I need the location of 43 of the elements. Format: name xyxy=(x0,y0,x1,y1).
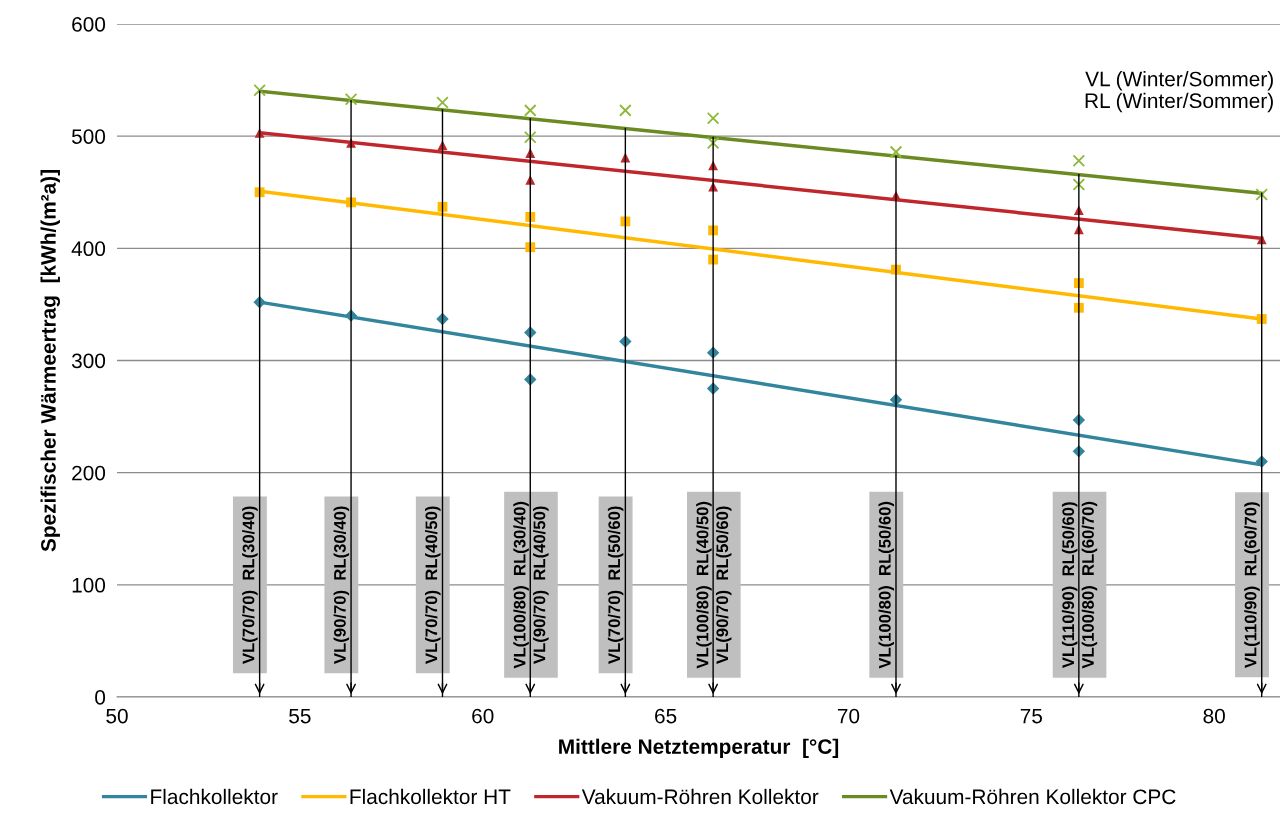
ref-line-label: VL(100/80) RL(30/40) VL(90/70) RL(40/50) xyxy=(513,501,549,669)
x-axis-title: Mittlere Netztemperatur [°C] xyxy=(559,738,839,759)
point xyxy=(1256,314,1267,324)
point xyxy=(889,145,903,159)
x-tick-label: 60 xyxy=(472,708,494,724)
point xyxy=(1072,154,1086,168)
point xyxy=(436,96,449,109)
y-tick-label: 500 xyxy=(71,129,106,144)
x-tick-label: 55 xyxy=(289,708,311,724)
point xyxy=(619,104,632,117)
x-tick-label: 80 xyxy=(1203,708,1225,724)
ref-line-label: VL(70/70) RL(30/40) xyxy=(242,506,258,664)
x-tick-label: 75 xyxy=(1020,708,1043,724)
ref-line-label: VL(100/80) RL(50/60) xyxy=(878,501,895,669)
y-tick-label: 0 xyxy=(95,690,106,705)
y-tick-label: 200 xyxy=(72,465,106,481)
legend-label: Flachkollektor HT xyxy=(350,788,511,805)
x-tick-label: 70 xyxy=(837,708,860,724)
point xyxy=(523,104,537,117)
annotation: VL (Winter/Sommer) RL (Winter/Sommer) xyxy=(1085,71,1273,113)
legend-label: Vakuum-Röhren Kollektor CPC xyxy=(889,788,1176,805)
legend-label: Vakuum-Röhren Kollektor xyxy=(581,788,819,805)
y-tick-label: 300 xyxy=(71,353,106,369)
point xyxy=(706,111,720,125)
point xyxy=(523,131,537,144)
x-tick-label: 65 xyxy=(655,708,677,724)
y-axis-title: Spezifischer Wärmeertrag [kWh/(m²a)] xyxy=(40,170,61,552)
point xyxy=(706,136,720,150)
point xyxy=(1255,188,1268,201)
ref-line-label: VL(110/90) RL(50/60) VL(100/80) RL(60/70) xyxy=(1061,501,1098,669)
point xyxy=(253,83,266,97)
ref-line-label: VL(90/70) RL(30/40) xyxy=(333,506,350,664)
y-tick-label: 600 xyxy=(72,17,106,32)
point xyxy=(1072,178,1086,191)
x-tick-label: 50 xyxy=(106,708,128,724)
ref-line-label: VL(100/80) RL(40/50) VL(90/70) RL(50/60) xyxy=(696,501,732,669)
y-tick-label: 400 xyxy=(71,241,106,257)
y-tick-label: 100 xyxy=(72,577,106,593)
ref-line-label: VL(110/90) RL(60/70) xyxy=(1244,502,1260,669)
legend-label: Flachkollektor xyxy=(151,788,278,805)
ref-line-label: VL(70/70) RL(40/50) xyxy=(425,506,441,664)
point xyxy=(344,92,358,106)
ref-line-label: VL(70/70) RL(50/60) xyxy=(607,506,624,664)
